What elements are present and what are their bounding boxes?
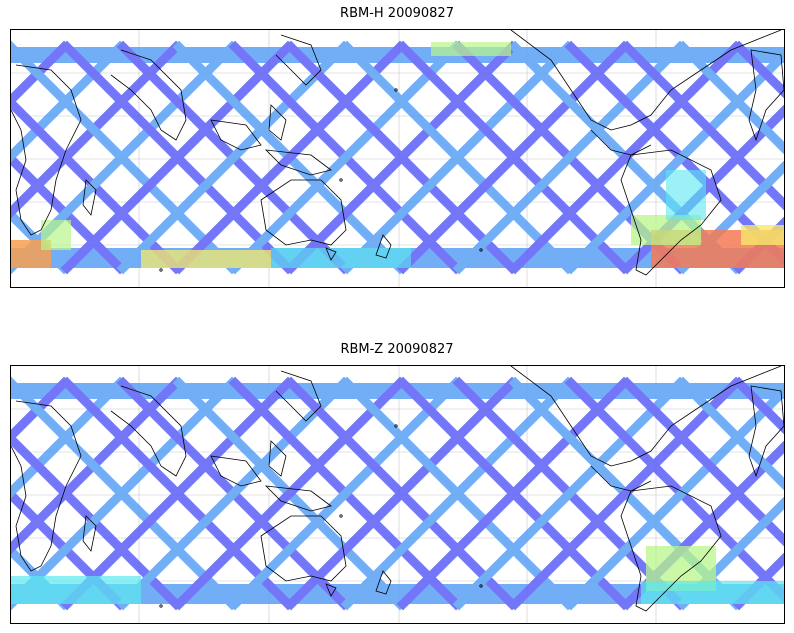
island-marker	[479, 248, 483, 252]
descending-track	[60, 376, 295, 611]
ascending-track	[732, 376, 784, 435]
australia-coastline	[260, 179, 347, 246]
south-asia-coastline	[110, 385, 187, 477]
descending-track	[11, 376, 183, 555]
island-marker	[394, 424, 398, 428]
descending-track	[11, 376, 127, 499]
southern-band-yellow	[141, 250, 271, 268]
flux-hotspots	[11, 546, 784, 604]
descending-track	[452, 376, 687, 611]
descending-track	[340, 376, 575, 611]
madagascar-coastline	[82, 515, 97, 552]
descending-track	[452, 40, 687, 275]
new-zealand-coastline	[375, 234, 392, 259]
new-zealand-coastline	[375, 570, 392, 595]
descending-track	[508, 40, 743, 275]
africa-coastline	[11, 64, 82, 236]
map-panel-rbm-h	[10, 29, 785, 288]
descending-track	[172, 376, 407, 611]
north-america-coastline	[510, 366, 782, 467]
saa-yellow	[741, 225, 784, 245]
southwest-edge	[41, 220, 71, 250]
tasmania-coastline	[325, 247, 337, 261]
europe-edge-coastline	[748, 49, 784, 142]
descending-track	[228, 40, 463, 275]
southwest-band	[11, 576, 141, 604]
east-asia-coastline	[275, 34, 322, 86]
philippines-coastline	[268, 440, 287, 477]
ascending-track	[732, 40, 784, 99]
descending-track	[676, 496, 784, 611]
descending-track	[11, 40, 183, 219]
island-marker	[159, 604, 163, 608]
ascending-track	[11, 152, 127, 275]
saa-tail	[666, 170, 706, 220]
map-canvas-rbm-z	[11, 366, 784, 623]
saa-edge	[641, 581, 784, 604]
ascending-track	[11, 544, 71, 611]
panel-title-rbm-h: RBM-H 20090827	[340, 6, 454, 21]
central-america-coastline	[590, 465, 652, 492]
descending-track	[11, 40, 71, 107]
satellite-swaths	[11, 376, 784, 611]
southern-band-cyan	[271, 248, 411, 268]
descending-track	[11, 376, 71, 443]
northern-band-green	[431, 42, 511, 56]
island-marker	[394, 88, 398, 92]
descending-track	[396, 40, 631, 275]
ascending-track	[11, 208, 71, 275]
ascending-track	[676, 40, 784, 155]
descending-track	[60, 40, 295, 275]
south-america-coastline	[620, 485, 722, 612]
descending-track	[172, 40, 407, 275]
map-panel-rbm-z	[10, 365, 785, 624]
descending-track	[11, 376, 239, 611]
descending-track	[228, 376, 463, 611]
central-america-coastline	[590, 129, 652, 156]
descending-track	[284, 376, 519, 611]
coastlines	[11, 30, 784, 276]
island-marker	[339, 514, 343, 518]
philippines-coastline	[268, 104, 287, 141]
descending-track	[396, 376, 631, 611]
ascending-track	[11, 488, 127, 611]
island-marker	[159, 268, 163, 272]
borneo-coastline	[210, 455, 262, 487]
satellite-swaths	[11, 40, 784, 275]
map-canvas-rbm-h	[11, 30, 784, 287]
new-guinea-coastline	[264, 485, 332, 512]
australia-coastline	[260, 515, 347, 582]
panel-title-rbm-z: RBM-Z 20090827	[340, 342, 454, 357]
africa-coastline	[11, 400, 82, 572]
ascending-track	[676, 376, 784, 491]
madagascar-coastline	[82, 179, 97, 216]
descending-track	[508, 376, 743, 611]
borneo-coastline	[210, 119, 262, 151]
north-america-coastline	[510, 30, 782, 131]
east-asia-coastline	[275, 370, 322, 422]
island-marker	[339, 178, 343, 182]
tasmania-coastline	[325, 583, 337, 597]
coastlines	[11, 366, 784, 612]
descending-track	[11, 40, 127, 163]
new-guinea-coastline	[264, 149, 332, 176]
south-asia-coastline	[110, 49, 187, 141]
flux-hotspots	[11, 42, 784, 268]
descending-track	[340, 40, 575, 275]
europe-edge-coastline	[748, 385, 784, 478]
island-marker	[479, 584, 483, 588]
descending-track	[284, 40, 519, 275]
descending-track	[732, 552, 784, 611]
south-america-coastline	[620, 149, 722, 276]
